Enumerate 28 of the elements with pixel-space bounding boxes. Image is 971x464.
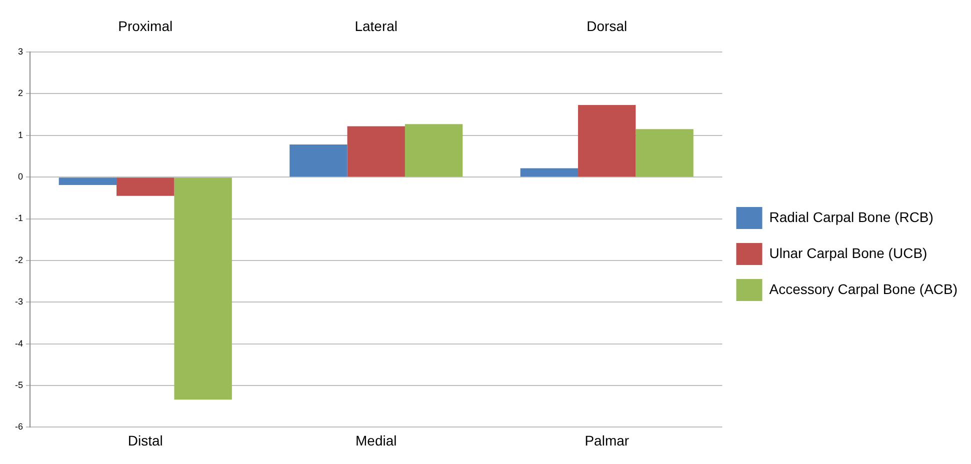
x-tick-label: Distal bbox=[128, 432, 163, 448]
y-tick-label: 2 bbox=[18, 88, 23, 98]
bar bbox=[116, 178, 174, 196]
bar bbox=[347, 126, 405, 177]
bar bbox=[58, 178, 117, 185]
y-tick-label: -2 bbox=[14, 254, 23, 265]
y-tick-label: 1 bbox=[18, 130, 23, 140]
x-tick-label: Palmar bbox=[584, 432, 630, 448]
y-tick-label: 0 bbox=[18, 172, 23, 182]
bar bbox=[520, 168, 578, 177]
x-tick-label: Medial bbox=[356, 432, 397, 448]
y-tick-label: -1 bbox=[14, 213, 23, 224]
legend-label: Ulnar Carpal Bone (UCB) bbox=[769, 244, 928, 261]
bar bbox=[578, 104, 636, 177]
bar bbox=[404, 124, 463, 177]
y-tick-label: 3 bbox=[18, 46, 23, 56]
bar bbox=[174, 178, 232, 400]
y-tick-label: -3 bbox=[14, 296, 23, 307]
legend-label: Accessory Carpal Bone (ACB) bbox=[769, 280, 958, 297]
y-tick-label: -6 bbox=[14, 422, 23, 432]
bar bbox=[290, 144, 348, 177]
y-tick-label: -4 bbox=[14, 338, 23, 348]
text: Proximal bbox=[118, 18, 173, 34]
y-tick-label: -5 bbox=[14, 380, 23, 390]
legend-label: Radial Carpal Bone (RCB) bbox=[769, 208, 934, 225]
text: Lateral bbox=[354, 18, 398, 34]
text: Dorsal bbox=[586, 18, 628, 34]
bar bbox=[636, 129, 694, 177]
